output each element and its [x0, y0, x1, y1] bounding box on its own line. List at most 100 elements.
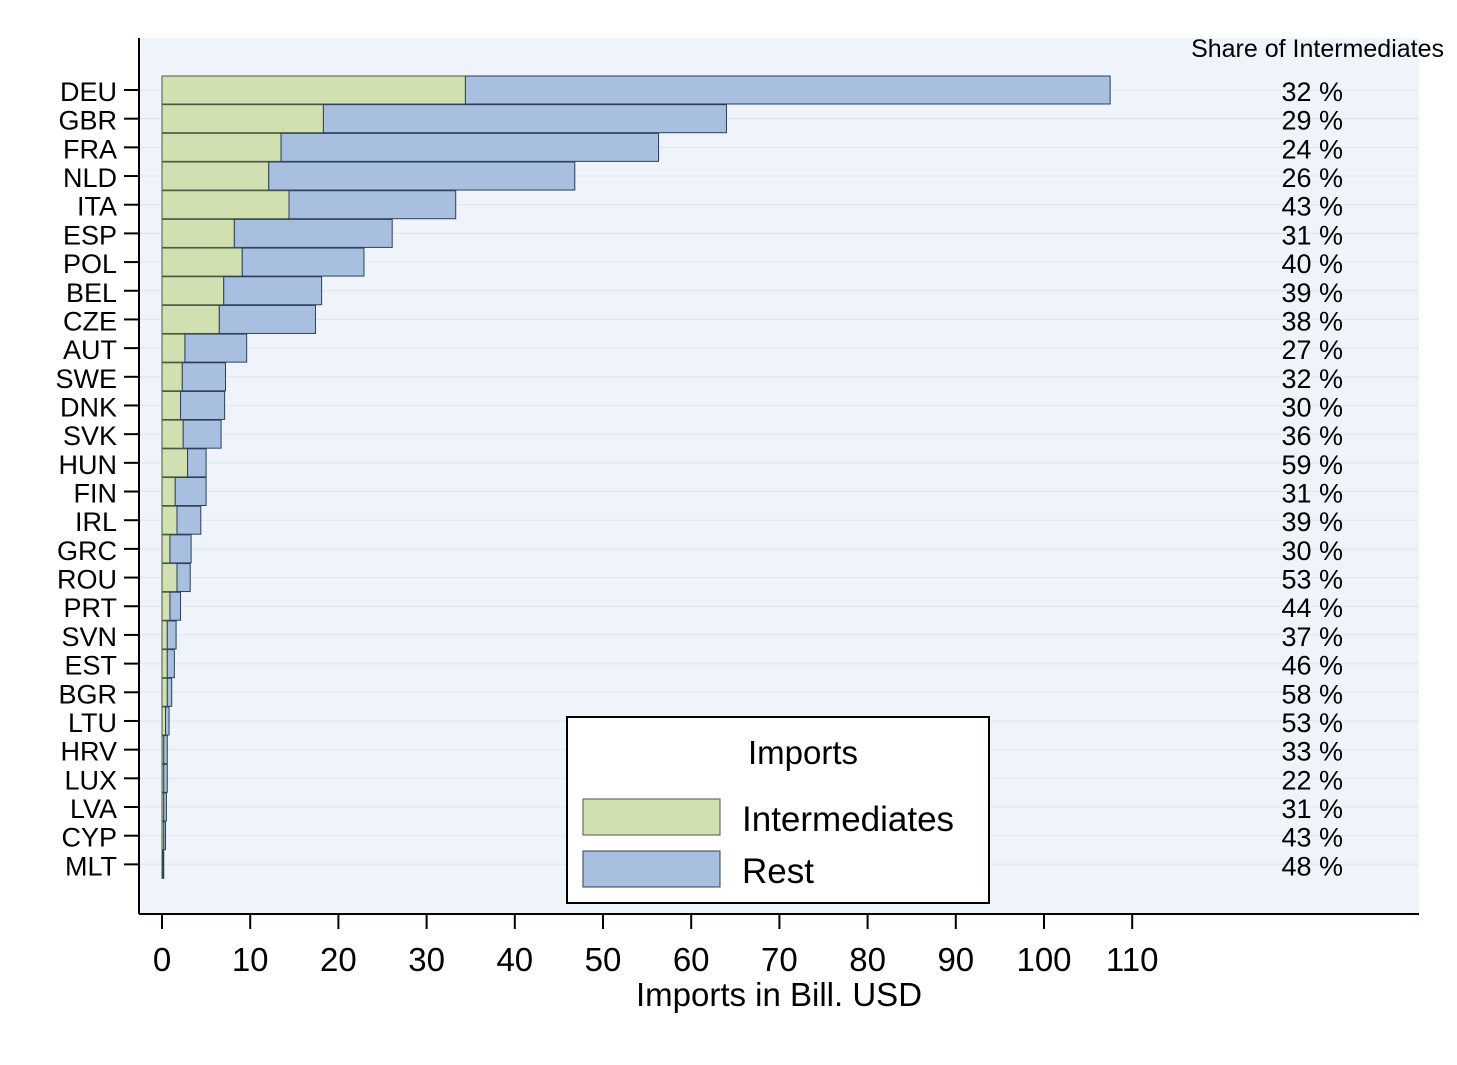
share-label-gbr: 29 %: [1281, 106, 1343, 136]
bar-intermediates-fin: [161, 477, 176, 507]
bar-intermediates-gbr: [161, 104, 324, 134]
share-label-irl: 39 %: [1281, 507, 1343, 537]
share-label-fin: 31 %: [1281, 479, 1343, 509]
bar-intermediates-esp: [161, 218, 235, 248]
bar-rest-mlt: [162, 849, 165, 879]
share-label-deu: 32 %: [1281, 77, 1343, 107]
bar-rest-dnk: [180, 390, 226, 420]
y-tick-label-rou: ROU: [57, 565, 117, 595]
legend-swatch-rest: [582, 850, 721, 888]
bar-rest-irl: [176, 505, 202, 535]
bar-intermediates-bel: [161, 276, 225, 306]
legend-swatch-intermediates: [582, 798, 721, 836]
y-tick-label-cze: CZE: [63, 306, 117, 336]
y-tick-label-hrv: HRV: [60, 737, 117, 767]
share-label-esp: 31 %: [1281, 220, 1343, 250]
bar-intermediates-hun: [161, 448, 189, 478]
bar-rest-ltu: [165, 706, 170, 736]
bar-intermediates-irl: [161, 505, 178, 535]
legend: Imports Intermediates Rest: [566, 716, 990, 904]
bar-rest-est: [166, 649, 175, 679]
bar-intermediates-est: [161, 649, 168, 679]
bar-intermediates-aut: [161, 333, 186, 363]
bars: [161, 75, 1111, 879]
bar-intermediates-ltu: [161, 706, 167, 736]
bar-rest-rou: [176, 563, 191, 593]
y-tick-label-grc: GRC: [57, 536, 117, 566]
share-label-svn: 37 %: [1281, 622, 1343, 652]
bar-rest-lva: [163, 792, 167, 822]
legend-label-rest: Rest: [742, 852, 814, 891]
y-tick-label-lux: LUX: [64, 765, 117, 795]
bar-rest-cyp: [163, 821, 167, 851]
x-tick-label-110: 110: [1106, 941, 1159, 978]
y-tick-label-mlt: MLT: [65, 851, 117, 881]
bar-intermediates-prt: [161, 591, 171, 621]
bar-rest-deu: [464, 75, 1111, 105]
bar-rest-esp: [233, 218, 393, 248]
y-tick-label-bgr: BGR: [58, 679, 117, 709]
bar-intermediates-deu: [161, 75, 466, 105]
bar-intermediates-grc: [161, 534, 171, 564]
x-axis-ticks: 0 10 20 30 40 50 60 70 80 90 100 110: [153, 914, 1159, 978]
y-tick-label-svn: SVN: [61, 622, 117, 652]
y-tick-label-svk: SVK: [63, 421, 117, 451]
bar-intermediates-pol: [161, 247, 243, 277]
legend-label-intermediates: Intermediates: [742, 800, 954, 839]
y-tick-label-prt: PRT: [63, 593, 117, 623]
x-tick-label-50: 50: [585, 941, 622, 978]
bar-intermediates-nld: [161, 161, 270, 191]
y-tick-label-fin: FIN: [74, 479, 118, 509]
share-label-aut: 27 %: [1281, 335, 1343, 365]
bar-rest-ita: [288, 190, 457, 220]
bar-rest-lux: [163, 763, 168, 793]
x-tick-label-80: 80: [849, 941, 886, 978]
bar-intermediates-svn: [161, 620, 168, 650]
bar-rest-bgr: [166, 677, 173, 707]
bar-intermediates-rou: [161, 563, 178, 593]
y-tick-label-aut: AUT: [63, 335, 117, 365]
share-label-bel: 39 %: [1281, 278, 1343, 308]
x-tick-label-10: 10: [232, 941, 269, 978]
share-label-dnk: 30 %: [1281, 392, 1343, 422]
y-tick-label-est: EST: [64, 651, 117, 681]
share-label-ita: 43 %: [1281, 192, 1343, 222]
bar-rest-fin: [174, 477, 207, 507]
x-tick-label-90: 90: [937, 941, 974, 978]
bar-rest-aut: [184, 333, 248, 363]
bar-rest-nld: [268, 161, 576, 191]
share-label-hun: 59 %: [1281, 450, 1343, 480]
y-tick-label-pol: POL: [63, 249, 117, 279]
bar-intermediates-bgr: [161, 677, 168, 707]
bar-intermediates-ita: [161, 190, 290, 220]
bar-rest-svn: [166, 620, 177, 650]
bar-intermediates-swe: [161, 362, 183, 392]
y-tick-label-ita: ITA: [77, 192, 117, 222]
bar-rest-fra: [280, 132, 660, 162]
share-label-cze: 38 %: [1281, 306, 1343, 336]
share-label-ltu: 53 %: [1281, 708, 1343, 738]
bar-intermediates-dnk: [161, 390, 182, 420]
bar-rest-hrv: [163, 735, 168, 765]
share-label-lva: 31 %: [1281, 794, 1343, 824]
share-label-est: 46 %: [1281, 651, 1343, 681]
share-label-bgr: 58 %: [1281, 679, 1343, 709]
share-label-prt: 44 %: [1281, 593, 1343, 623]
x-tick-label-0: 0: [153, 941, 171, 978]
y-tick-label-cyp: CYP: [61, 823, 117, 853]
bar-rest-bel: [223, 276, 323, 306]
bar-rest-swe: [181, 362, 227, 392]
x-tick-label-20: 20: [320, 941, 357, 978]
share-label-cyp: 43 %: [1281, 823, 1343, 853]
share-label-hrv: 33 %: [1281, 737, 1343, 767]
share-label-grc: 30 %: [1281, 536, 1343, 566]
bar-rest-cze: [218, 304, 316, 334]
share-label-fra: 24 %: [1281, 134, 1343, 164]
y-tick-label-deu: DEU: [60, 77, 117, 107]
y-tick-label-dnk: DNK: [60, 392, 117, 422]
bar-intermediates-cze: [161, 304, 220, 334]
x-tick-label-60: 60: [673, 941, 710, 978]
bar-rest-grc: [169, 534, 192, 564]
